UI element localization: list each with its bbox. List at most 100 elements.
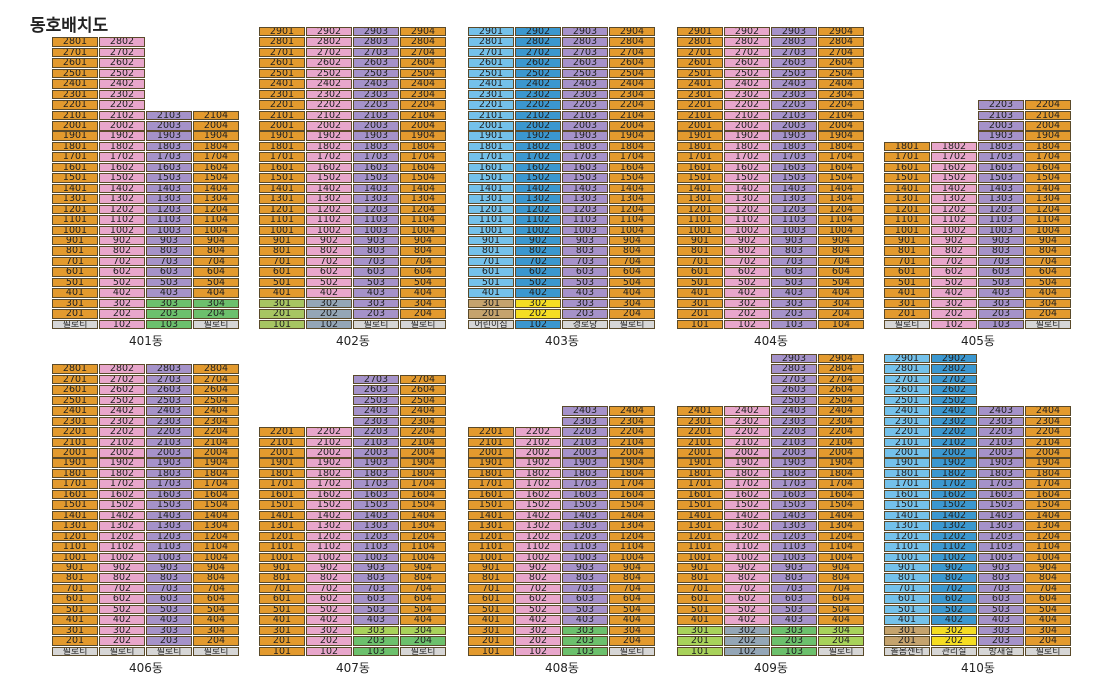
unit-cell-1701: 1701 xyxy=(259,152,305,162)
unit-cell-1602: 1602 xyxy=(724,162,770,173)
common-space-cell: 필로티 xyxy=(52,646,98,657)
unit-cell-1402: 1402 xyxy=(931,510,977,521)
unit-cell-1302: 1302 xyxy=(99,521,145,531)
unit-cell-804: 804 xyxy=(609,246,655,256)
unit-cell-1803: 1803 xyxy=(978,468,1024,479)
unit-cell-1702: 1702 xyxy=(306,479,352,489)
unit-cell-1704: 1704 xyxy=(609,479,655,489)
unit-cell-903: 903 xyxy=(146,562,192,573)
unit-cell-2204: 2204 xyxy=(609,100,655,110)
unit-cell-1103: 1103 xyxy=(771,542,817,552)
unit-cell-1303: 1303 xyxy=(978,521,1024,531)
unit-cell-1701: 1701 xyxy=(677,479,723,489)
unit-cell-703: 703 xyxy=(978,583,1024,594)
unit-cell-2901: 2901 xyxy=(677,26,723,37)
unit-cell-2202: 2202 xyxy=(724,100,770,110)
unit-cell-202: 202 xyxy=(306,636,352,646)
unit-cell-404: 404 xyxy=(193,288,239,298)
unit-cell-1802: 1802 xyxy=(724,141,770,152)
unit-cell-1501: 1501 xyxy=(468,173,514,183)
unit-cell-2702: 2702 xyxy=(931,374,977,385)
unit-cell-101: 101 xyxy=(677,646,723,657)
unit-cell-2303: 2303 xyxy=(353,416,399,427)
unit-cell-1403: 1403 xyxy=(146,510,192,521)
unit-cell-2004: 2004 xyxy=(400,121,446,131)
unit-cell-1304: 1304 xyxy=(400,521,446,531)
unit-cell-2804: 2804 xyxy=(818,37,864,47)
unit-cell-1402: 1402 xyxy=(724,510,770,521)
unit-cell-1502: 1502 xyxy=(724,173,770,183)
unit-cell-501: 501 xyxy=(677,277,723,288)
unit-cell-1103: 1103 xyxy=(353,215,399,225)
unit-cell-1403: 1403 xyxy=(353,183,399,194)
unit-cell-801: 801 xyxy=(52,246,98,256)
unit-cell-1703: 1703 xyxy=(562,152,608,162)
unit-cell-1704: 1704 xyxy=(1025,152,1071,162)
unit-cell-1002: 1002 xyxy=(306,552,352,562)
unit-cell-2004: 2004 xyxy=(818,448,864,458)
unit-cell-2802: 2802 xyxy=(99,364,145,374)
unit-cell-2602: 2602 xyxy=(931,385,977,395)
unit-cell-1904: 1904 xyxy=(193,131,239,141)
unit-cell-1404: 1404 xyxy=(818,183,864,194)
unit-cell-403: 403 xyxy=(978,288,1024,298)
unit-cell-904: 904 xyxy=(400,562,446,573)
unit-cell-1003: 1003 xyxy=(353,552,399,562)
unit-cell-303: 303 xyxy=(146,625,192,636)
unit-cell-901: 901 xyxy=(468,235,514,246)
building-name-label: 401동 xyxy=(129,334,163,348)
unit-cell-603: 603 xyxy=(562,594,608,604)
unit-cell-1104: 1104 xyxy=(609,542,655,552)
unit-cell-1304: 1304 xyxy=(818,521,864,531)
unit-cell-2703: 2703 xyxy=(771,374,817,385)
unit-cell-1803: 1803 xyxy=(146,468,192,479)
unit-cell-1703: 1703 xyxy=(353,152,399,162)
unit-cell-102: 102 xyxy=(724,646,770,657)
common-space-cell: 어린이집 xyxy=(468,319,514,330)
unit-cell-103: 103 xyxy=(978,319,1024,330)
unit-cell-903: 903 xyxy=(146,235,192,246)
unit-cell-1903: 1903 xyxy=(146,131,192,141)
unit-cell-604: 604 xyxy=(400,594,446,604)
unit-cell-2803: 2803 xyxy=(771,37,817,47)
unit-cell-1404: 1404 xyxy=(1025,183,1071,194)
unit-cell-1401: 1401 xyxy=(52,510,98,521)
unit-cell-1304: 1304 xyxy=(193,194,239,204)
unit-cell-601: 601 xyxy=(52,267,98,277)
unit-cell-1202: 1202 xyxy=(306,204,352,215)
unit-cell-1504: 1504 xyxy=(400,500,446,510)
unit-cell-2003: 2003 xyxy=(978,121,1024,131)
building-name-label: 407동 xyxy=(336,661,370,675)
unit-cell-1101: 1101 xyxy=(677,215,723,225)
unit-cell-1001: 1001 xyxy=(468,225,514,235)
unit-cell-1302: 1302 xyxy=(931,521,977,531)
unit-cell-1701: 1701 xyxy=(52,479,98,489)
unit-cell-502: 502 xyxy=(306,604,352,615)
unit-cell-1501: 1501 xyxy=(884,500,930,510)
unit-cell-301: 301 xyxy=(259,298,305,309)
unit-cell-2303: 2303 xyxy=(353,89,399,100)
unit-cell-704: 704 xyxy=(1025,256,1071,267)
unit-cell-2202: 2202 xyxy=(99,100,145,110)
unit-cell-203: 203 xyxy=(978,636,1024,646)
unit-cell-602: 602 xyxy=(99,267,145,277)
unit-cell-1901: 1901 xyxy=(52,131,98,141)
unit-cell-1403: 1403 xyxy=(771,510,817,521)
unit-cell-2503: 2503 xyxy=(562,68,608,79)
unit-cell-1503: 1503 xyxy=(562,500,608,510)
unit-cell-904: 904 xyxy=(1025,562,1071,573)
unit-cell-503: 503 xyxy=(146,277,192,288)
unit-cell-2802: 2802 xyxy=(931,364,977,374)
unit-cell-2801: 2801 xyxy=(52,364,98,374)
unit-cell-1101: 1101 xyxy=(259,542,305,552)
unit-cell-603: 603 xyxy=(978,267,1024,277)
unit-cell-701: 701 xyxy=(884,256,930,267)
unit-cell-302: 302 xyxy=(931,625,977,636)
unit-cell-2004: 2004 xyxy=(818,121,864,131)
unit-cell-902: 902 xyxy=(99,562,145,573)
unit-cell-1503: 1503 xyxy=(353,173,399,183)
unit-cell-2402: 2402 xyxy=(99,406,145,416)
unit-cell-2204: 2204 xyxy=(1025,100,1071,110)
common-space-cell: 필로티 xyxy=(193,319,239,330)
unit-cell-2403: 2403 xyxy=(146,406,192,416)
